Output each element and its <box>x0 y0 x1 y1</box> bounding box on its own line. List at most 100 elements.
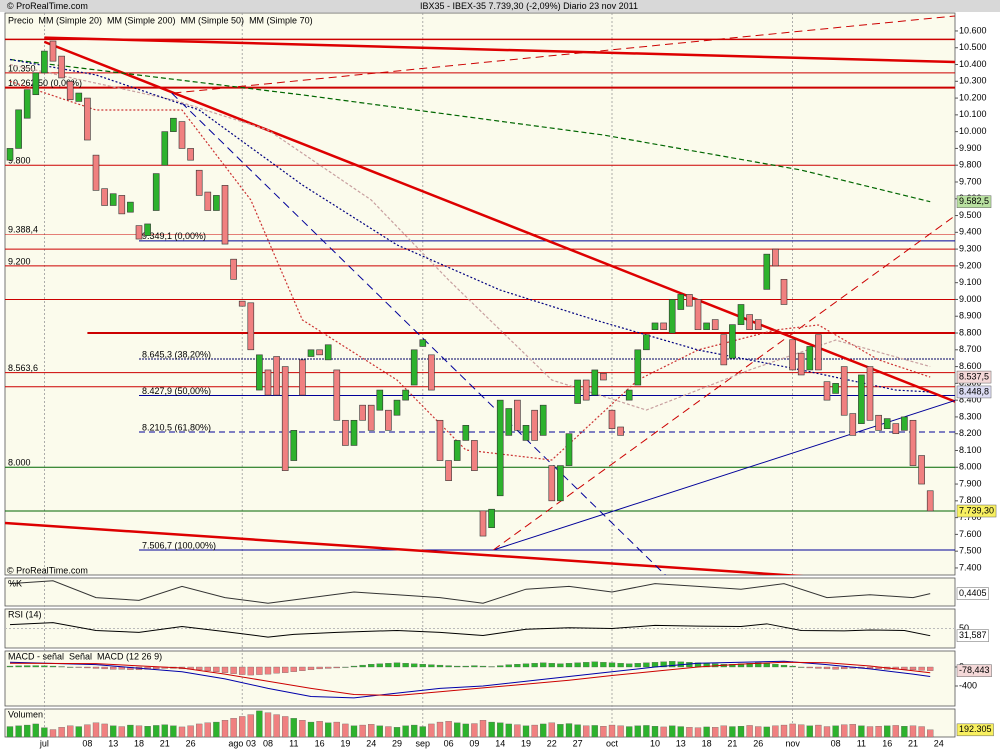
macd-histogram-bar <box>591 661 598 668</box>
candle-body <box>892 423 900 435</box>
volume-bar <box>712 727 719 738</box>
candle-body <box>281 366 289 471</box>
level-label: 8.563,6 <box>8 363 38 373</box>
macd-histogram-bar <box>92 666 100 669</box>
volume-bar <box>479 720 487 738</box>
volume-bar <box>634 725 641 738</box>
signal-line <box>9 661 931 697</box>
y-tick-label: 8.600 <box>959 361 982 371</box>
x-tick-label: 13 <box>676 738 686 748</box>
macd-histogram-bar <box>282 666 289 673</box>
y-tick-label: 8.100 <box>959 445 982 455</box>
y-tick-label: 10.600 <box>959 25 987 35</box>
candle-body <box>376 389 384 411</box>
stochastic-line <box>9 580 931 604</box>
volume-bar <box>402 725 409 738</box>
x-tick-label: 19 <box>340 738 350 748</box>
candle-body <box>436 419 444 461</box>
volume-bar <box>875 726 882 738</box>
level-label: 7.506,7 (100,00%) <box>142 540 216 550</box>
volume-bar <box>548 722 555 738</box>
volume-bar <box>67 725 74 738</box>
macd-histogram-bar <box>359 664 366 668</box>
volume-bar <box>789 723 796 738</box>
macd-histogram-bar <box>299 666 306 671</box>
volume-bar <box>643 725 650 738</box>
volume-bar <box>196 723 203 738</box>
volume-bar <box>178 726 186 738</box>
volume-bar <box>15 725 22 738</box>
volume-bar <box>359 724 366 738</box>
x-tick-label: 16 <box>882 738 892 748</box>
macd-histogram-bar <box>333 666 340 669</box>
rsi-panel <box>4 608 956 649</box>
candle-body <box>720 334 728 366</box>
y-tick-label: 7.900 <box>959 478 982 488</box>
volume-bar <box>32 723 39 738</box>
volume-bar <box>669 725 676 738</box>
volume-bar <box>84 724 91 738</box>
volume-bar <box>92 722 100 738</box>
candle-body <box>686 294 693 307</box>
macd-histogram-bar <box>815 666 822 669</box>
macd-histogram-bar <box>841 666 848 670</box>
candle-body <box>324 344 332 361</box>
candle-body <box>161 131 169 166</box>
level-label: 8.427,9 (50,00%) <box>142 386 211 396</box>
macd-histogram-bar <box>927 666 934 671</box>
macd-histogram-bar <box>918 666 925 671</box>
candle-body <box>385 409 392 431</box>
volume-bar <box>6 726 14 738</box>
macd-histogram-bar <box>411 663 418 668</box>
volume-bar <box>892 725 899 738</box>
candle-body <box>737 304 745 325</box>
level-label: 10.262,50 (0,00%) <box>8 78 82 88</box>
candle-body <box>75 92 83 102</box>
volume-bar <box>325 722 332 738</box>
value-label-box <box>956 370 992 384</box>
macd-histogram-bar <box>239 666 246 675</box>
candle-body <box>204 191 212 211</box>
y-tick-label: 9.100 <box>959 277 982 287</box>
x-tick-label: nov <box>785 738 800 748</box>
legend-entry: Precio <box>8 15 34 25</box>
volume-bar <box>746 725 753 738</box>
candle-body <box>797 352 805 376</box>
candle-body <box>539 404 547 436</box>
macd-histogram-bar <box>454 665 461 668</box>
macd-histogram-bar <box>780 664 788 668</box>
value-label-box <box>956 587 989 600</box>
candle-body <box>909 419 917 466</box>
candle-body <box>221 185 229 245</box>
candle-body <box>875 414 882 431</box>
volume-bar <box>307 721 315 738</box>
volume-bar <box>720 725 727 738</box>
macd-histogram-bar <box>583 662 590 668</box>
macd-histogram-bar <box>522 663 530 668</box>
x-tick-label: 24 <box>934 738 944 748</box>
volume-bar <box>849 724 856 738</box>
macd-histogram-bar <box>75 666 82 668</box>
value-label: 0,4405 <box>959 588 987 598</box>
volume-bar <box>514 724 521 738</box>
candle-body <box>643 334 650 351</box>
y-tick-label: 8.000 <box>959 462 982 472</box>
volume-bar <box>454 722 461 738</box>
y-tick-label: 10.000 <box>959 126 987 136</box>
macd-histogram-bar <box>247 666 254 676</box>
candle-body <box>522 425 530 441</box>
x-tick-label: 11 <box>289 738 298 748</box>
y-tick-label: 8.900 <box>959 311 982 321</box>
volume-bar <box>161 724 168 738</box>
moving-average <box>9 58 931 203</box>
indicator-plots <box>6 580 934 738</box>
candle-body <box>505 408 513 436</box>
volume-bar <box>445 721 452 738</box>
candle-body <box>419 339 427 347</box>
x-tick-label: jul <box>39 738 49 748</box>
macd-histogram-bar <box>221 666 229 673</box>
volume-bar <box>798 724 805 738</box>
candle-body <box>109 193 117 206</box>
candle-body <box>101 188 108 206</box>
volume-bar <box>239 716 246 738</box>
